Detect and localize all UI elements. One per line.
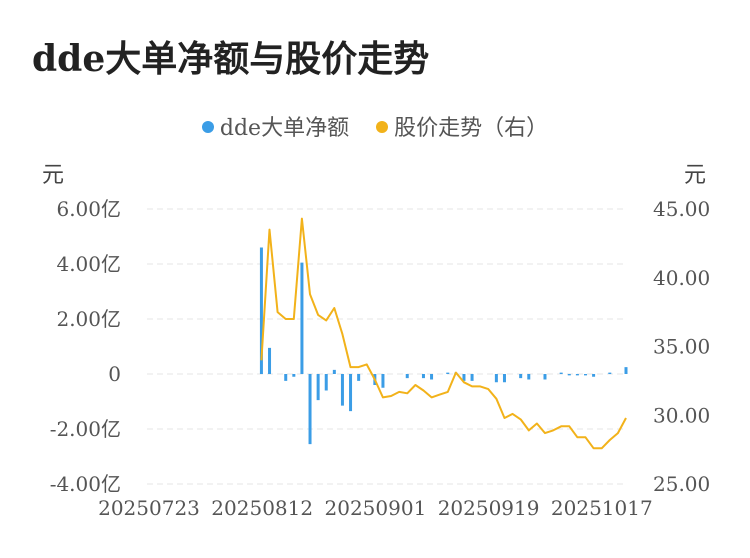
dde-bar (567, 374, 571, 376)
dde-bar (300, 262, 304, 374)
dde-bar (575, 374, 579, 376)
x-tick-label: 20251017 (551, 496, 653, 520)
y-right-tick-label: 35.00 (653, 335, 710, 359)
dde-bar (268, 347, 272, 374)
dde-bar (446, 372, 450, 374)
dde-bar (430, 374, 434, 380)
dde-bar (421, 374, 425, 379)
dde-bar (559, 372, 563, 374)
legend-label-price: 股价走势（右） (394, 116, 549, 141)
dde-bar (308, 374, 312, 445)
dde-bar (583, 374, 587, 376)
legend-label-dde: dde大单净额 (219, 116, 350, 141)
legend-item-dde[interactable]: dde大单净额 (201, 110, 350, 142)
dde-bar (494, 374, 498, 383)
y-right-tick-label: 45.00 (653, 197, 710, 221)
legend-item-price[interactable]: 股价走势（右） (376, 110, 548, 142)
dde-bar (624, 367, 628, 374)
dde-bar (519, 374, 523, 379)
legend: dde大单净额 股价走势（右） (0, 110, 750, 142)
dde-bar (470, 374, 474, 381)
price-line (260, 217, 627, 450)
dde-bar (405, 374, 409, 379)
right-axis-unit: 元 (684, 163, 707, 188)
y-right-tick-label: 25.00 (653, 472, 710, 496)
y-right-tick-label: 40.00 (653, 266, 710, 290)
dde-bar (259, 247, 263, 374)
dde-bar (527, 374, 531, 380)
dde-bar (316, 374, 320, 401)
dde-bar (349, 374, 353, 412)
y-right-tick-label: 30.00 (653, 403, 710, 427)
y-left-tick-label: -4.00亿 (50, 472, 121, 496)
dde-bar (284, 374, 288, 381)
left-axis-unit: 元 (42, 163, 65, 188)
y-left-tick-label: -2.00亿 (50, 417, 121, 441)
x-tick-label: 20250901 (325, 496, 427, 520)
dde-bar (332, 369, 336, 374)
dde-bar (543, 374, 547, 380)
y-left-tick-label: 2.00亿 (56, 307, 121, 331)
dde-bar (357, 374, 361, 381)
dde-bar (324, 374, 328, 391)
dde-bar (502, 374, 506, 383)
dde-bar (462, 374, 466, 381)
x-tick-label: 20250723 (98, 496, 200, 520)
x-tick-label: 20250812 (211, 496, 313, 520)
dde-bar (381, 374, 385, 388)
y-left-tick-label: 0 (108, 362, 121, 386)
chart-title: dde大单净额与股价走势 (32, 38, 430, 80)
y-left-tick-label: 4.00亿 (56, 252, 121, 276)
y-left-tick-label: 6.00亿 (56, 197, 121, 221)
legend-dot-price (376, 121, 389, 133)
dde-bar (592, 374, 596, 377)
legend-dot-dde (201, 121, 214, 133)
dde-bar (292, 374, 296, 377)
dde-bar (608, 372, 612, 374)
x-tick-label: 20250919 (438, 496, 540, 520)
dde-bar (340, 374, 344, 406)
